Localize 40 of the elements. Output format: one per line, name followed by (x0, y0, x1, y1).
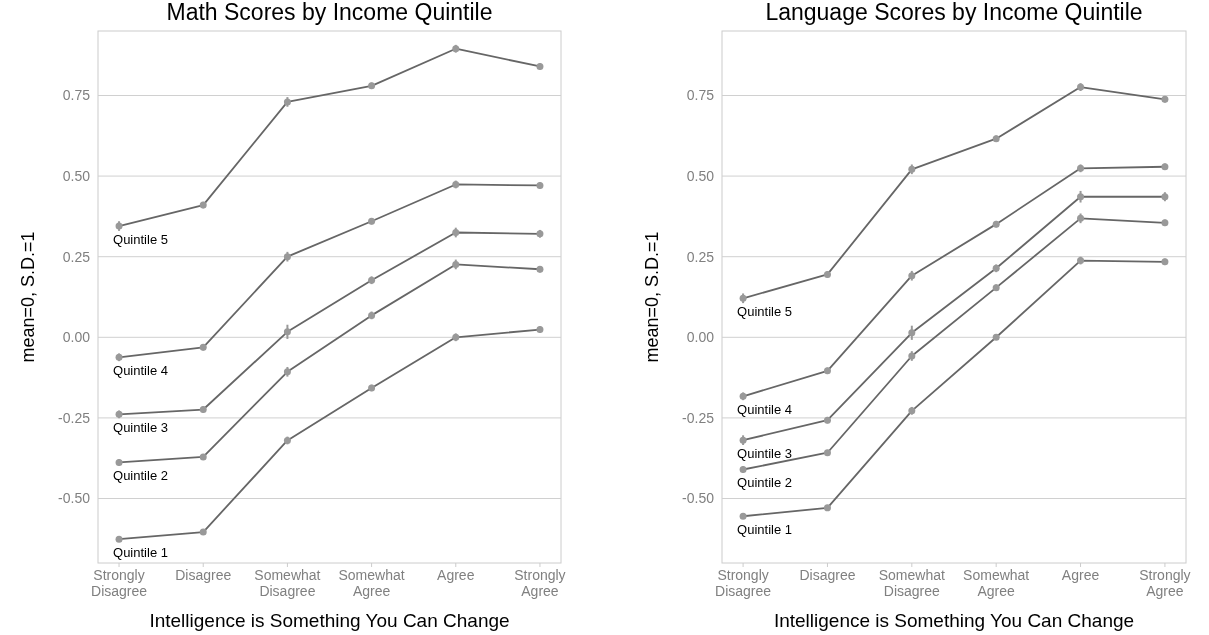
x-tick-label: Agree (437, 567, 475, 583)
x-tick-label: Somewhat Disagree (254, 567, 321, 599)
y-tick-label: 0.75 (62, 87, 91, 104)
y-tick-label: 0.00 (62, 329, 91, 346)
x-tick-label: Strongly Disagree (715, 567, 772, 599)
series-label: Quintile 4 (113, 363, 168, 379)
y-tick-label: 0.25 (62, 248, 91, 265)
x-tick-label: Disagree (175, 567, 232, 583)
x-axis-title: Intelligence is Something You Can Change (149, 610, 510, 631)
series-label: Quintile 4 (737, 402, 793, 418)
y-tick-label: 0.50 (62, 167, 91, 184)
y-axis-title: mean=0, S.D.=1 (18, 231, 38, 363)
x-tick-label: Somewhat Agree (963, 567, 1030, 599)
series-label: Quintile 2 (737, 475, 793, 491)
x-tick-label: Somewhat Agree (338, 567, 405, 599)
x-tick-label: Strongly Disagree (91, 567, 148, 599)
x-tick-label: Disagree (799, 567, 856, 583)
series-label: Quintile 3 (737, 446, 793, 462)
y-axis-title: mean=0, S.D.=1 (642, 231, 662, 363)
x-tick-label: Strongly Agree (1139, 567, 1191, 599)
chart-title: Language Scores by Income Quintile (765, 0, 1143, 25)
x-tick-label: Somewhat Disagree (878, 567, 945, 599)
series-label: Quintile 3 (113, 420, 168, 436)
y-tick-label: 0.75 (686, 87, 715, 104)
series-label: Quintile 1 (113, 545, 168, 561)
x-tick-label: Agree (1061, 567, 1100, 583)
y-tick-label: 0.00 (686, 329, 715, 346)
y-tick-label: -0.25 (682, 409, 715, 426)
y-tick-label: -0.25 (58, 409, 91, 426)
series-label: Quintile 1 (737, 522, 793, 538)
x-axis-title: Intelligence is Something You Can Change (773, 610, 1135, 631)
chart-title: Math Scores by Income Quintile (166, 0, 493, 25)
y-tick-label: -0.50 (682, 490, 715, 507)
y-tick-label: -0.50 (58, 490, 91, 507)
x-tick-label: Strongly Agree (514, 567, 566, 599)
series-label: Quintile 5 (113, 232, 168, 248)
series-label: Quintile 5 (737, 304, 793, 320)
y-tick-label: 0.50 (686, 167, 715, 184)
series-label: Quintile 2 (113, 468, 168, 484)
y-tick-label: 0.25 (686, 248, 715, 265)
